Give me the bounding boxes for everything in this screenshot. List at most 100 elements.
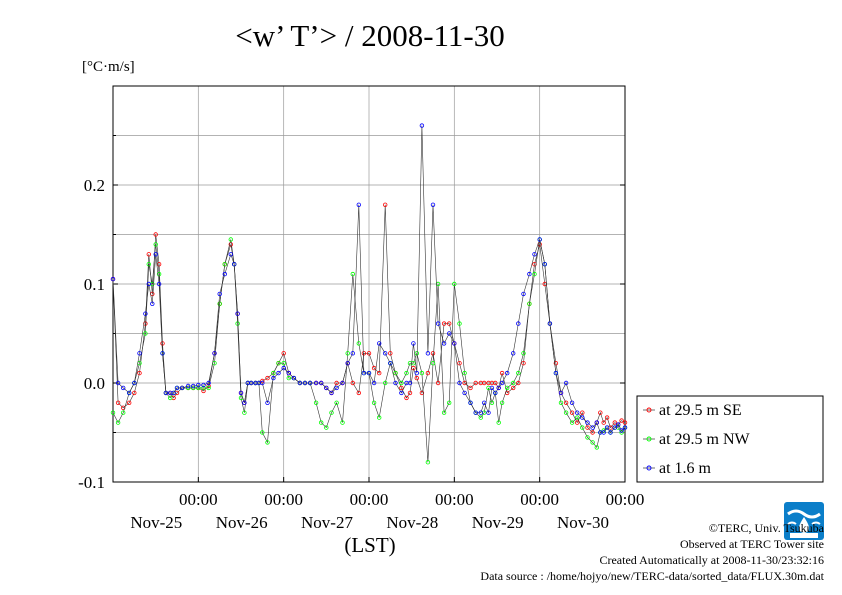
data-point: [276, 361, 281, 366]
data-point: [120, 405, 126, 410]
data-point: [590, 430, 595, 435]
data-point: [163, 390, 169, 396]
data-point: [340, 420, 345, 425]
x-tick-date: Nov-27: [301, 513, 353, 532]
data-point: [558, 390, 564, 396]
data-point: [399, 390, 404, 396]
data-point: [462, 370, 467, 376]
terc-logo-icon: [784, 502, 824, 540]
data-point: [537, 237, 542, 242]
data-point: [553, 370, 559, 376]
data-point: [622, 425, 628, 430]
series-0: [110, 202, 628, 435]
data-point: [393, 370, 398, 376]
data-point: [388, 361, 393, 366]
data-point: [435, 321, 441, 326]
data-point: [542, 262, 547, 267]
data-point: [569, 410, 575, 415]
data-point: [171, 390, 176, 396]
footer-copyright: ©TERC, Univ. Tsukuba: [708, 521, 824, 535]
data-point: [120, 385, 126, 391]
data-point: [527, 271, 532, 277]
data-point: [414, 370, 419, 376]
data-point: [201, 382, 206, 388]
legend-label: at 29.5 m SE: [659, 402, 742, 419]
x-tick-time: 00:00: [179, 490, 218, 509]
data-point: [619, 428, 624, 433]
data-point: [447, 331, 452, 336]
y-tick-label: -0.1: [78, 473, 105, 492]
data-point: [276, 370, 281, 376]
data-point: [377, 341, 382, 346]
data-point: [404, 370, 409, 376]
data-point: [585, 420, 590, 425]
data-point: [238, 390, 244, 396]
data-point: [478, 410, 483, 415]
data-point: [228, 237, 233, 242]
data-point: [511, 385, 516, 391]
data-point: [585, 425, 590, 430]
data-point: [371, 380, 377, 386]
data-point: [265, 400, 270, 405]
data-point: [366, 351, 372, 356]
data-point: [580, 425, 585, 430]
data-point: [297, 380, 303, 386]
data-point: [527, 301, 532, 306]
data-point: [468, 400, 473, 405]
data-point: [430, 361, 436, 366]
x-tick-date: Nov-26: [216, 513, 268, 532]
data-point: [430, 202, 436, 207]
data-point: [563, 400, 569, 405]
data-point: [196, 385, 201, 391]
data-point: [383, 380, 388, 386]
data-point: [206, 380, 211, 386]
legend-marker: [646, 436, 652, 442]
data-point: [441, 341, 447, 346]
data-point: [383, 202, 388, 207]
data-point: [329, 410, 334, 415]
data-point: [217, 291, 222, 297]
data-point: [291, 375, 297, 381]
data-point: [137, 351, 142, 356]
data-point: [196, 382, 201, 388]
data-point: [532, 262, 537, 267]
data-point: [361, 351, 367, 356]
data-point: [496, 420, 501, 425]
data-point: [493, 380, 498, 386]
data-point: [206, 385, 211, 391]
data-point: [604, 415, 610, 420]
data-point: [575, 415, 580, 420]
y-tick-label: 0.2: [84, 176, 105, 195]
x-tick-date: Nov-30: [557, 513, 609, 532]
data-point: [419, 370, 425, 376]
data-point: [532, 271, 537, 277]
data-point: [137, 370, 142, 376]
data-point: [281, 365, 286, 371]
data-point: [612, 420, 617, 425]
data-point: [366, 370, 372, 376]
data-point: [179, 385, 185, 391]
data-point: [511, 351, 516, 356]
data-point: [340, 380, 345, 386]
data-point: [345, 351, 350, 356]
data-point: [441, 321, 447, 326]
data-point: [201, 388, 206, 394]
data-point: [345, 361, 350, 366]
data-point: [377, 370, 382, 376]
data-point: [457, 380, 462, 386]
data-point: [132, 390, 137, 396]
data-point: [619, 418, 624, 423]
data-point: [532, 252, 537, 257]
data-point: [126, 400, 132, 405]
data-point: [319, 420, 324, 425]
data-point: [185, 383, 191, 389]
data-point: [334, 385, 339, 391]
data-point: [425, 370, 431, 376]
data-point: [371, 400, 377, 405]
data-point: [462, 390, 467, 396]
data-point: [447, 321, 452, 326]
data-point: [319, 380, 324, 386]
chart-title: <w’ T’> / 2008-11-30: [235, 18, 504, 53]
data-point: [563, 380, 569, 386]
data-point: [160, 351, 165, 356]
